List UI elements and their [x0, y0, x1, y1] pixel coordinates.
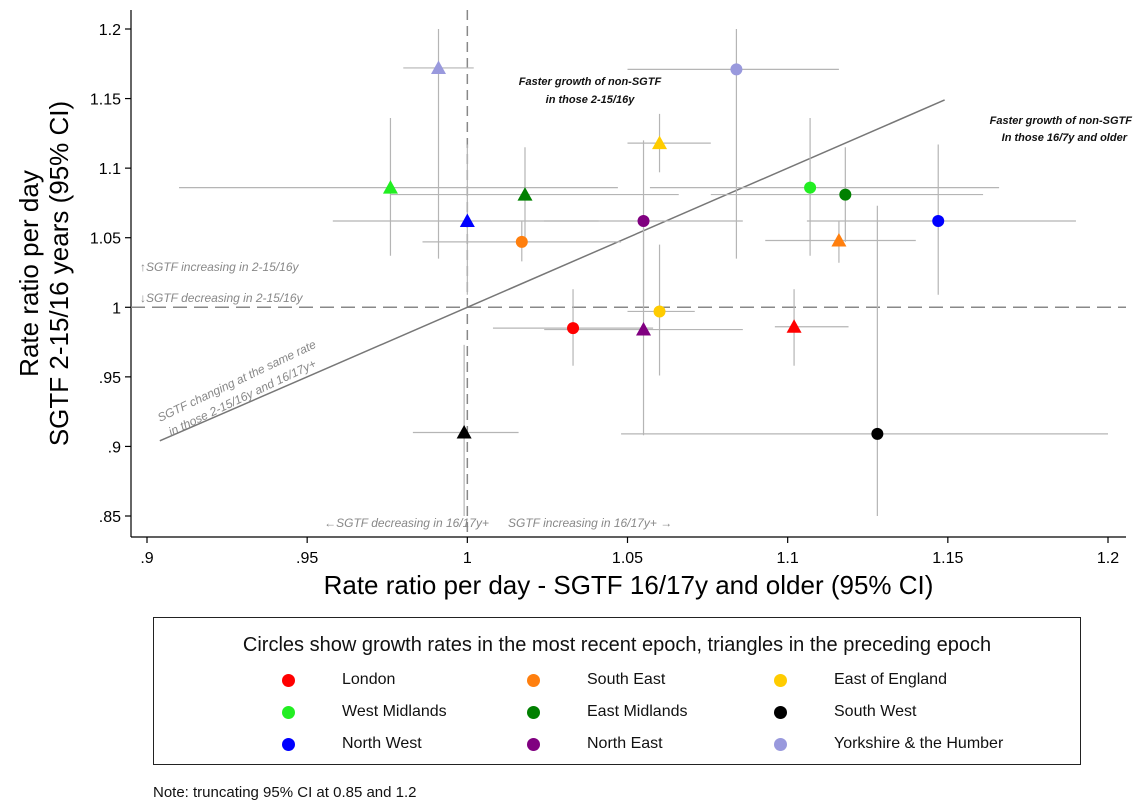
point-triangle-london — [786, 319, 802, 333]
x-tick-label: .95 — [296, 550, 318, 567]
x-axis-title: Rate ratio per day - SGTF 16/17y and old… — [324, 570, 934, 600]
annotation-lower-region-2: In those 16/7y and older — [1002, 132, 1128, 144]
y-tick-label: .85 — [99, 509, 121, 526]
legend-label: East Midlands — [587, 703, 688, 720]
legend-label: West Midlands — [342, 703, 447, 720]
legend-marker — [774, 738, 787, 751]
point-circle-south-east — [515, 235, 528, 248]
point-circle-yorkshire-the-humber — [730, 63, 743, 76]
x-tick-label: 1.2 — [1097, 550, 1119, 567]
y-axis-title: Rate ratio per daySGTF 2-15/16 years (95… — [14, 101, 74, 446]
point-triangle-south-west — [456, 425, 472, 439]
reference-line-diagonal — [159, 99, 945, 442]
point-triangle-east-of-england — [652, 135, 668, 150]
y-tick-label: 1.1 — [99, 161, 121, 178]
point-triangle-south-east — [831, 232, 847, 247]
annotation-upper-region-2: in those 2-15/16y — [546, 94, 636, 106]
y-tick-label: 1.2 — [99, 22, 121, 39]
legend-label: Yorkshire & the Humber — [834, 735, 1004, 752]
legend-marker — [774, 706, 787, 719]
x-tick-label: .9 — [140, 550, 153, 567]
legend-marker — [282, 738, 295, 751]
point-triangle-north-west — [459, 213, 475, 228]
legend-label: South West — [834, 703, 917, 720]
point-triangle-yorkshire-the-humber — [431, 60, 447, 74]
point-circle-south-west — [871, 427, 884, 440]
y-tick-label: .9 — [108, 439, 121, 456]
legend-marker — [527, 674, 540, 687]
legend-marker — [282, 706, 295, 719]
annotation-below-hline: ↓SGTF decreasing in 2-15/16y — [140, 291, 304, 305]
x-tick-label: 1.15 — [932, 550, 963, 567]
x-tick-label: 1.1 — [777, 550, 799, 567]
legend-marker — [527, 738, 540, 751]
footnote: Note: truncating 95% CI at 0.85 and 1.2 — [153, 784, 417, 801]
annotation-right-vline: SGTF increasing in 16/17y+ → — [508, 516, 672, 530]
point-triangle-east-midlands — [517, 187, 533, 201]
scatter-chart: .85 .9 .95 1 1.05 1.1 1.15 1.2 .9 .95 1 1.05 1.1 1.15… — [14, 10, 1132, 600]
annotation-lower-region-1: Faster growth of non-SGTF — [990, 115, 1133, 127]
point-triangle-north-east — [636, 322, 652, 336]
x-tick-label: 1 — [463, 550, 472, 567]
legend-title: Circles show growth rates in the most re… — [242, 634, 992, 656]
x-tick-label: 1.05 — [612, 550, 643, 567]
legend-label: North West — [342, 735, 422, 752]
annotation-above-hline: ↑SGTF increasing in 2-15/16y — [140, 260, 300, 274]
legend-label: South East — [587, 671, 666, 688]
legend: Circles show growth rates in the most re… — [153, 617, 1081, 765]
point-circle-east-midlands — [839, 188, 852, 201]
legend-label: North East — [587, 735, 663, 752]
legend-marker — [527, 706, 540, 719]
point-circle-london — [567, 322, 580, 335]
point-circle-west-midlands — [804, 181, 817, 194]
legend-label: London — [342, 671, 396, 688]
y-tick-label: 1.05 — [90, 231, 121, 248]
point-circle-north-east — [637, 215, 650, 228]
point-circle-east-of-england — [653, 305, 666, 318]
annotation-diagonal-1: SGTF changing at the same rate — [155, 337, 318, 425]
annotation-left-vline: ←SGTF decreasing in 16/17y+ — [324, 516, 489, 530]
plot-area: .85 .9 .95 1 1.05 1.1 1.15 1.2 .9 .95 1 1.05 1.1 1.15… — [14, 10, 1132, 600]
legend-marker — [282, 674, 295, 687]
y-tick-label: 1 — [112, 300, 121, 317]
y-tick-label: 1.15 — [90, 92, 121, 109]
legend-label: East of England — [834, 671, 947, 688]
annotation-upper-region-1: Faster growth of non-SGTF — [519, 76, 662, 88]
point-triangle-west-midlands — [382, 180, 398, 194]
y-tick-label: .95 — [99, 370, 121, 387]
point-circle-north-west — [932, 215, 945, 228]
legend-marker — [774, 674, 787, 687]
